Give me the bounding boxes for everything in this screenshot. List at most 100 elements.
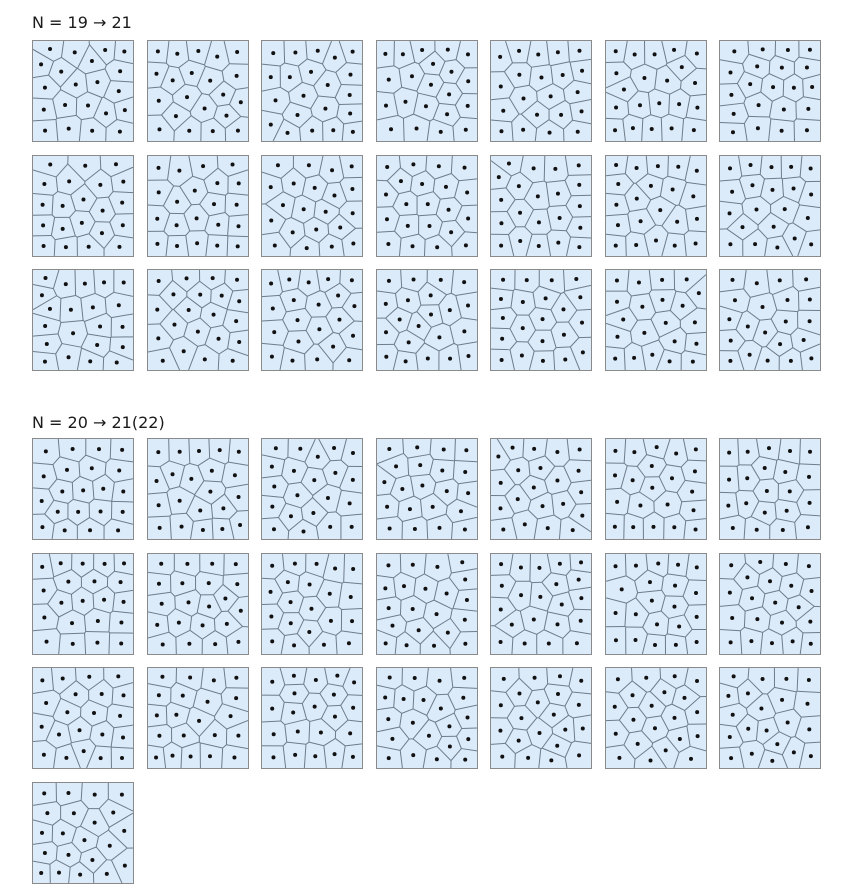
generator-point [268,122,273,127]
voronoi-edge [351,291,362,294]
voronoi-edge [44,513,55,524]
voronoi-edge [322,576,325,580]
generator-point [428,312,433,317]
generator-point [107,843,112,848]
voronoi-edge [508,233,515,256]
voronoi-edge [147,703,166,707]
voronoi-edge [300,482,314,496]
voronoi-edge [457,480,477,485]
voronoi-edge [772,460,778,479]
voronoi-edge [752,490,760,502]
generator-point [386,756,391,761]
voronoi-edge [453,196,462,206]
voronoi-edge [110,727,115,748]
generator-point [516,183,521,188]
voronoi-edge [285,502,302,509]
voronoi-edge [448,572,452,578]
voronoi-edge [262,627,279,630]
voronoi-edge [50,668,54,691]
generator-point [98,182,103,187]
generator-point [222,596,227,601]
voronoi-edge [304,343,315,355]
voronoi-edge [173,569,196,577]
voronoi-edge [93,97,103,118]
voronoi-diagram [491,270,591,370]
voronoi-edge [742,212,759,225]
generator-point [462,527,467,532]
voronoi-edge [491,517,512,521]
generator-point [89,466,94,471]
voronoi-edge [407,474,411,477]
voronoi-edge [792,270,794,287]
voronoi-edge [538,717,553,729]
voronoi-edge [109,213,116,222]
voronoi-edge [339,282,352,294]
voronoi-edge [684,292,698,309]
generator-point [614,278,619,283]
voronoi-edge [223,572,248,576]
voronoi-edge [419,499,423,517]
generator-point [317,327,322,332]
generator-point [327,591,332,596]
voronoi-edge [634,597,650,614]
generator-point [521,96,526,101]
voronoi-edge [429,454,434,460]
voronoi-edge [400,233,419,239]
voronoi-edge [202,167,218,180]
voronoi-panel-s2-4 [375,438,478,540]
voronoi-edge [647,172,663,180]
voronoi-edge [743,288,751,298]
generator-point [416,323,421,328]
generator-point [120,200,125,205]
voronoi-edge [295,194,303,198]
generator-point [613,243,618,248]
voronoi-edge [303,215,315,224]
generator-point [186,599,190,604]
voronoi-edge [327,704,341,707]
generator-point [387,675,392,680]
generator-point [535,700,540,705]
voronoi-edge [644,63,657,70]
generator-point [538,466,543,471]
voronoi-edge [752,479,761,492]
voronoi-edge [671,703,685,711]
voronoi-edge [556,346,571,349]
generator-point [694,105,699,110]
voronoi-edge [287,530,290,539]
voronoi-edge [464,230,477,233]
voronoi-edge [284,347,305,355]
voronoi-edge [106,312,112,319]
voronoi-diagram [33,553,133,654]
voronoi-edge [511,513,515,518]
voronoi-edge [511,637,514,654]
generator-point [314,561,319,566]
voronoi-edge [640,346,646,370]
voronoi-edge [114,570,133,575]
voronoi-edge [684,350,706,356]
generator-point [81,488,86,493]
generator-point [730,189,735,194]
generator-point [351,705,356,710]
generator-point [496,174,501,179]
voronoi-edge [414,61,419,65]
voronoi-edge [565,236,571,256]
generator-point [385,241,390,246]
voronoi-edge [570,235,591,238]
generator-point [694,639,699,644]
voronoi-edge [800,343,820,353]
voronoi-edge [392,41,395,66]
voronoi-edge [395,474,409,480]
voronoi-edge [672,752,680,768]
voronoi-edge [426,281,447,296]
voronoi-edge [307,466,323,470]
generator-point [100,732,105,737]
generator-point [770,187,775,192]
voronoi-edge [376,595,396,600]
voronoi-edge [790,736,796,738]
voronoi-edge [262,342,284,346]
voronoi-edge [103,350,110,358]
voronoi-edge [527,509,538,520]
voronoi-edge [334,97,340,105]
generator-point [785,298,790,303]
voronoi-edge [535,306,551,311]
